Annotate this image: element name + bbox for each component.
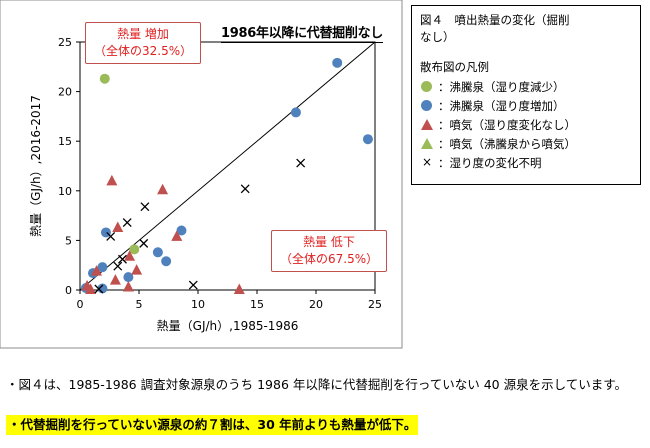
blue-circle-icon <box>420 99 434 113</box>
red-triangle-icon <box>420 118 434 132</box>
note-description: ・図４は、1985-1986 調査対象源泉のうち 1986 年以降に代替掘削を行… <box>6 377 627 392</box>
data-point <box>296 158 306 168</box>
data-point <box>176 225 187 236</box>
data-point <box>122 281 134 292</box>
green-triangle-icon <box>420 137 434 151</box>
annotation-increase-share: （全体の32.5%） <box>94 44 193 58</box>
y-tick-label: 5 <box>65 234 72 247</box>
legend-item-boiling-increase: ：沸騰泉（湿り度増加） <box>420 97 632 116</box>
x-tick-label: 10 <box>191 298 205 311</box>
legend-panel: 図４ 噴出熱量の変化（掘削 なし） 散布図の凡例 ：沸騰泉（湿り度減少） ：沸騰… <box>411 5 641 185</box>
data-point <box>233 283 245 295</box>
cross-icon: × <box>421 155 433 170</box>
data-point <box>332 57 343 68</box>
data-point <box>362 134 373 145</box>
data-point <box>157 183 169 195</box>
x-tick-label: 25 <box>368 298 382 311</box>
x-axis-label: 熱量（GJ/h）,1985-1986 <box>157 319 299 333</box>
legend-item-fumarole-nochange: ：噴気（湿り度変化なし） <box>420 116 632 135</box>
annotation-decrease-title: 熱量 低下 <box>303 235 355 249</box>
data-point <box>161 256 172 267</box>
chart-border <box>0 0 403 349</box>
data-point <box>113 261 123 271</box>
data-point <box>123 272 134 283</box>
y-axis-label: 熱量（GJ/h）,2016-2017 <box>29 95 43 237</box>
data-point <box>97 283 108 294</box>
x-tick-label: 15 <box>250 298 264 311</box>
data-point <box>112 221 124 233</box>
data-point <box>99 73 110 84</box>
data-point <box>122 218 132 228</box>
annotation-decrease: 熱量 低下 （全体の67.5%） <box>271 230 387 272</box>
legend-label: ：沸騰泉（湿り度増加） <box>438 98 565 113</box>
y-tick-label: 20 <box>58 86 72 99</box>
data-point <box>188 280 198 290</box>
x-tick-label: 20 <box>309 298 323 311</box>
data-point <box>94 284 104 294</box>
figure-caption: 図４ 噴出熱量の変化（掘削 なし） <box>420 13 570 45</box>
legend-heading: 散布図の凡例 <box>420 59 489 74</box>
note-highlight: ・代替掘削を行っていない源泉の約７割は、30 年前よりも熱量が低下。 <box>6 415 419 435</box>
reference-line <box>79 41 376 291</box>
data-point <box>124 250 136 261</box>
legend-label: ：湿り度の変化不明 <box>438 155 542 170</box>
data-point <box>91 265 103 276</box>
data-point <box>290 107 301 118</box>
data-point <box>139 238 149 248</box>
data-point <box>85 283 97 295</box>
y-tick-label: 25 <box>58 36 72 49</box>
data-point <box>106 231 116 241</box>
green-circle-icon <box>420 80 434 94</box>
data-point <box>97 262 108 273</box>
data-point <box>129 244 140 255</box>
y-tick-label: 15 <box>58 135 72 148</box>
data-point <box>131 264 143 275</box>
legend-label: ：噴気（沸騰泉から噴気） <box>438 136 576 151</box>
legend-item-fumarole-from-boiling: ：噴気（沸騰泉から噴気） <box>420 135 632 154</box>
y-tick-label: 0 <box>65 284 72 297</box>
y-tick-label: 10 <box>58 185 72 198</box>
data-point <box>106 174 118 186</box>
x-tick-label: 5 <box>136 298 143 311</box>
annotation-increase: 熱量 増加 （全体の32.5%） <box>85 22 201 64</box>
legend-item-unknown: × ：湿り度の変化不明 <box>420 154 632 173</box>
data-point <box>240 184 250 194</box>
legend-label: ：噴気（湿り度変化なし） <box>438 117 576 132</box>
data-point <box>118 254 127 264</box>
annotation-increase-title: 熱量 増加 <box>117 27 169 41</box>
data-point <box>171 230 183 241</box>
chart-title: 1986年以降に代替掘削なし <box>221 22 383 43</box>
annotation-decrease-share: （全体の67.5%） <box>280 252 379 266</box>
legend-item-boiling-decrease: ：沸騰泉（湿り度減少） <box>420 78 632 97</box>
legend-label: ：沸騰泉（湿り度減少） <box>438 79 565 94</box>
data-point <box>152 247 163 258</box>
x-tick-label: 0 <box>77 298 84 311</box>
data-point <box>109 274 121 285</box>
data-point <box>140 202 150 212</box>
